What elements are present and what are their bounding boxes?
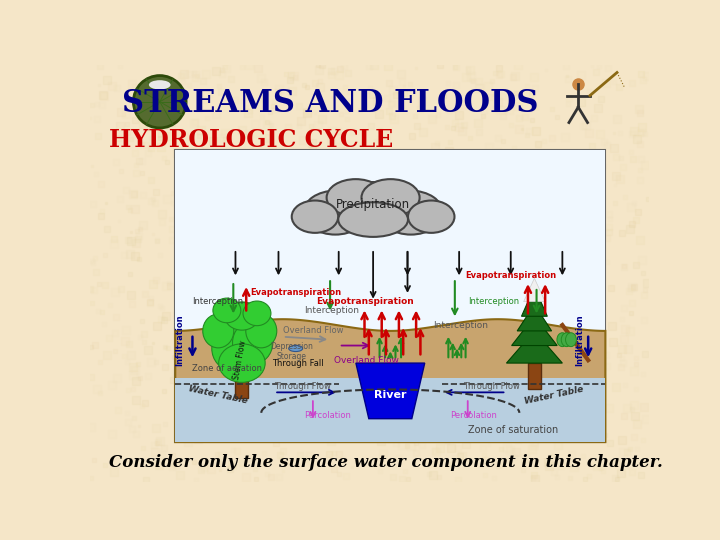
Polygon shape xyxy=(506,331,562,363)
Text: Evapotranspiration: Evapotranspiration xyxy=(251,288,342,298)
Ellipse shape xyxy=(289,346,302,352)
Text: Precipitation: Precipitation xyxy=(336,198,410,211)
Ellipse shape xyxy=(133,76,186,128)
Text: STREAMS AND FLOODS: STREAMS AND FLOODS xyxy=(122,88,539,119)
Text: Through Fall: Through Fall xyxy=(272,359,324,368)
Text: Evapotranspiration: Evapotranspiration xyxy=(465,271,557,280)
Polygon shape xyxy=(175,377,606,442)
Text: Interception: Interception xyxy=(192,297,243,306)
Ellipse shape xyxy=(338,202,408,237)
Polygon shape xyxy=(521,287,547,316)
Text: Depression
Storage: Depression Storage xyxy=(270,342,312,361)
Text: Water Table: Water Table xyxy=(188,384,248,406)
Ellipse shape xyxy=(292,200,338,233)
Polygon shape xyxy=(528,363,541,389)
Polygon shape xyxy=(523,278,545,302)
Text: Interception: Interception xyxy=(468,297,519,306)
Ellipse shape xyxy=(217,302,266,348)
Text: Percolation: Percolation xyxy=(451,411,498,420)
Text: Interception: Interception xyxy=(433,321,488,329)
Ellipse shape xyxy=(213,298,240,323)
Ellipse shape xyxy=(243,301,271,326)
Ellipse shape xyxy=(225,302,259,330)
Text: Infiltration: Infiltration xyxy=(575,314,584,366)
Ellipse shape xyxy=(219,344,265,382)
Text: Percolation: Percolation xyxy=(305,411,351,420)
Ellipse shape xyxy=(557,333,568,347)
Text: Infiltration: Infiltration xyxy=(175,314,184,366)
Text: Interception: Interception xyxy=(305,306,359,315)
Text: Consider only the surface water component in this chapter.: Consider only the surface water componen… xyxy=(109,454,663,471)
Text: Stem Flow: Stem Flow xyxy=(232,340,248,381)
Ellipse shape xyxy=(565,333,577,347)
Text: Through Flow: Through Flow xyxy=(274,382,331,391)
FancyBboxPatch shape xyxy=(175,150,606,442)
Text: Through Flow: Through Flow xyxy=(464,382,521,391)
Text: HYDROLOGIC CYCLE: HYDROLOGIC CYCLE xyxy=(109,129,394,152)
Ellipse shape xyxy=(379,191,443,234)
Ellipse shape xyxy=(327,182,420,234)
Polygon shape xyxy=(356,363,425,418)
Text: River: River xyxy=(374,390,407,400)
Ellipse shape xyxy=(149,80,171,90)
Ellipse shape xyxy=(203,314,234,348)
Text: Overland Flow: Overland Flow xyxy=(334,356,400,364)
Text: Water Table: Water Table xyxy=(523,384,584,406)
Ellipse shape xyxy=(361,179,420,216)
Text: Zone of aeration: Zone of aeration xyxy=(192,364,263,374)
Ellipse shape xyxy=(212,327,251,370)
Ellipse shape xyxy=(246,314,276,348)
Polygon shape xyxy=(512,316,557,346)
Ellipse shape xyxy=(408,200,454,233)
Text: Zone of saturation: Zone of saturation xyxy=(468,426,558,435)
Ellipse shape xyxy=(303,191,367,234)
Text: Overland Flow: Overland Flow xyxy=(283,326,343,335)
FancyBboxPatch shape xyxy=(175,150,606,331)
Polygon shape xyxy=(235,354,248,398)
Polygon shape xyxy=(175,319,606,442)
Ellipse shape xyxy=(233,321,273,364)
Ellipse shape xyxy=(561,333,572,347)
Ellipse shape xyxy=(327,179,384,216)
Polygon shape xyxy=(517,305,552,331)
Text: Evapotranspiration: Evapotranspiration xyxy=(315,297,413,306)
